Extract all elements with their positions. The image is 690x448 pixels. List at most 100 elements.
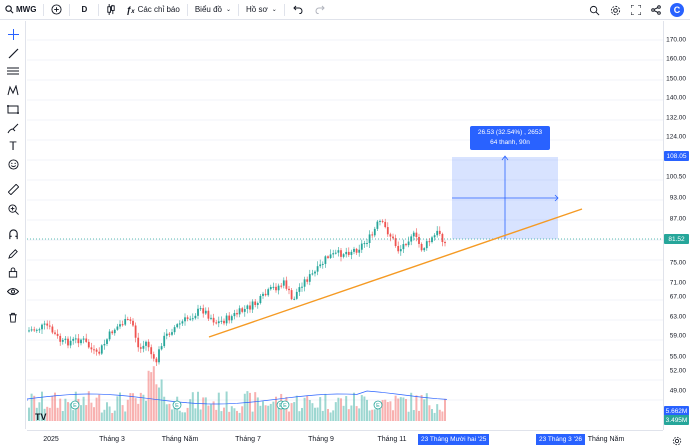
- volume-bar: [69, 403, 72, 421]
- axis-settings-button[interactable]: [672, 433, 682, 448]
- candle-body: [316, 266, 319, 272]
- candle-body: [150, 347, 153, 355]
- profile-button[interactable]: Hồ sơ ⌄: [241, 0, 282, 20]
- price-label: 59.00: [669, 332, 686, 340]
- lock-drawings-tool[interactable]: [4, 264, 22, 280]
- candle-body: [43, 323, 46, 325]
- stay-drawing-tool[interactable]: [4, 245, 22, 261]
- candle-body: [103, 343, 106, 346]
- volume-bar: [215, 409, 218, 421]
- candle-body: [124, 318, 127, 325]
- volume-bar: [35, 407, 38, 421]
- price-chart[interactable]: EEEEE: [26, 21, 663, 430]
- price-axis[interactable]: 170.00160.00150.00140.00132.00124.00116.…: [663, 21, 690, 430]
- share-button[interactable]: [646, 0, 666, 20]
- candle-body: [397, 245, 400, 252]
- text-tool[interactable]: T: [4, 138, 22, 154]
- volume-bar: [217, 392, 220, 421]
- divider: [283, 3, 285, 16]
- volume-bar: [420, 395, 423, 421]
- compare-button[interactable]: [46, 0, 67, 20]
- undo-icon: [293, 5, 303, 14]
- candle-body: [223, 320, 225, 324]
- time-label: Tháng Năm: [161, 436, 199, 443]
- measure-arrow-right: [554, 194, 559, 202]
- volume-bar: [329, 412, 332, 421]
- volume-bar: [165, 404, 168, 421]
- volume-bar: [152, 366, 155, 421]
- candle-body: [329, 254, 332, 258]
- time-axis[interactable]: 2025 Tháng 3 Tháng Năm Tháng 7 Tháng 9 Tháng …: [27, 430, 663, 448]
- magnet-tool[interactable]: [4, 226, 22, 242]
- volume-bar: [194, 408, 197, 421]
- redo-icon: [315, 5, 325, 14]
- volume-bar: [316, 407, 319, 421]
- candle-body: [48, 325, 51, 327]
- candle-body: [233, 312, 236, 317]
- volume-bar: [59, 398, 62, 421]
- trendline-tool[interactable]: [4, 45, 22, 61]
- candle-style-button[interactable]: [101, 0, 121, 20]
- settings-button[interactable]: [605, 0, 626, 20]
- profile-label: Hồ sơ: [246, 5, 268, 14]
- crosshair-tool[interactable]: [4, 26, 22, 42]
- measure-range-tool[interactable]: [4, 101, 22, 117]
- candle-body: [220, 320, 223, 322]
- plus-circle-icon: [51, 4, 62, 15]
- candle-body: [35, 329, 38, 331]
- candle-body: [64, 338, 67, 340]
- fullscreen-button[interactable]: [626, 0, 646, 20]
- brush-tool[interactable]: [4, 120, 22, 136]
- candle-body: [106, 339, 108, 344]
- symbol-search[interactable]: MWG: [0, 0, 41, 20]
- candle-body: [376, 221, 379, 229]
- zoom-tool[interactable]: [4, 201, 22, 217]
- redo-button[interactable]: [309, 0, 331, 20]
- price-label: 49.00: [669, 387, 686, 395]
- volume-bar: [303, 397, 306, 421]
- emoji-tool[interactable]: [4, 156, 22, 172]
- horizontal-lines-tool[interactable]: [4, 63, 22, 79]
- timeframe-button[interactable]: D: [72, 0, 96, 20]
- earnings-marker-letter: E: [283, 403, 287, 409]
- candle-body: [210, 317, 212, 319]
- remove-drawings-tool[interactable]: [4, 309, 22, 325]
- measure-tooltip: 26.53 (32.54%) , 2653 64 thanh, 90n: [470, 126, 550, 150]
- indicators-button[interactable]: ƒx Các chỉ báo: [121, 0, 185, 20]
- volume-bar: [168, 403, 171, 421]
- volume-bar: [397, 398, 400, 421]
- brand-logo[interactable]: C: [670, 3, 684, 17]
- volume-bar: [418, 410, 420, 421]
- volume-bar: [243, 393, 246, 421]
- volume-bar: [353, 392, 355, 421]
- volume-bar: [350, 405, 353, 421]
- chart-canvas[interactable]: EEEEE: [26, 21, 663, 430]
- volume-bar: [145, 400, 147, 421]
- pattern-tool[interactable]: [4, 82, 22, 98]
- undo-button[interactable]: [287, 0, 309, 20]
- candle-body: [280, 285, 283, 287]
- candle-body: [51, 326, 54, 333]
- candle-body: [100, 345, 103, 354]
- symbol-label: MWG: [16, 5, 37, 14]
- ruler-tool[interactable]: [4, 181, 22, 197]
- candle-body: [204, 310, 207, 314]
- candle-body: [264, 293, 267, 296]
- volume-bar: [327, 408, 329, 421]
- candle-body: [293, 298, 296, 300]
- price-label: 75.00: [669, 259, 686, 267]
- volume-bar: [290, 403, 293, 421]
- volume-bar: [241, 406, 244, 421]
- candle-body: [108, 331, 111, 340]
- hide-drawings-tool[interactable]: [4, 283, 22, 299]
- volume-bar: [51, 395, 54, 421]
- volume-bar: [43, 408, 46, 421]
- candle-body: [389, 234, 392, 237]
- candle-body: [272, 286, 275, 288]
- trash-icon: [9, 312, 17, 323]
- candle-body: [191, 318, 194, 320]
- screenshot-button[interactable]: [584, 0, 605, 20]
- volume-bar: [103, 409, 106, 421]
- zoom-search-icon: [589, 5, 600, 15]
- chart-type-button[interactable]: Biểu đồ ⌄: [190, 0, 236, 20]
